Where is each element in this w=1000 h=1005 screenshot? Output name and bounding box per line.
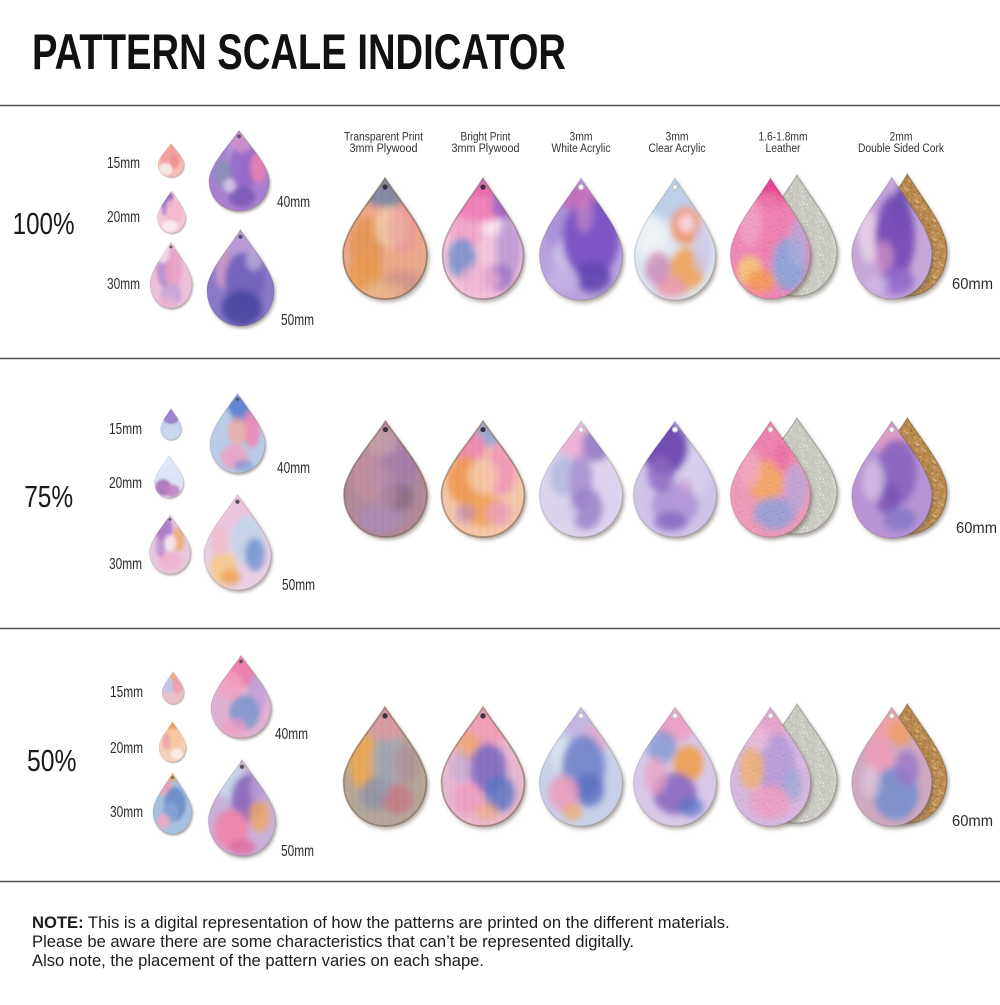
- svg-text:Bright Print: Bright Print: [461, 132, 512, 144]
- svg-text:50mm: 50mm: [282, 577, 315, 594]
- svg-text:30mm: 30mm: [107, 276, 140, 293]
- svg-text:Leather: Leather: [766, 143, 801, 155]
- svg-text:40mm: 40mm: [275, 726, 308, 743]
- svg-text:3mm: 3mm: [570, 132, 593, 144]
- svg-text:2mm: 2mm: [890, 132, 913, 144]
- svg-text:Double Sided Cork: Double Sided Cork: [858, 143, 944, 155]
- svg-text:50mm: 50mm: [281, 312, 314, 329]
- svg-text:20mm: 20mm: [109, 475, 142, 492]
- svg-text:NOTE: This is a digital repres: NOTE: This is a digital representation o…: [32, 913, 730, 932]
- svg-text:50%: 50%: [27, 743, 77, 778]
- svg-text:15mm: 15mm: [109, 421, 142, 438]
- svg-text:20mm: 20mm: [110, 740, 143, 757]
- svg-text:3mm Plywood: 3mm Plywood: [350, 143, 418, 155]
- svg-text:3mm Plywood: 3mm Plywood: [452, 143, 520, 155]
- svg-text:60mm: 60mm: [952, 276, 993, 293]
- svg-text:60mm: 60mm: [956, 520, 997, 537]
- svg-text:White Acrylic: White Acrylic: [552, 143, 611, 155]
- svg-text:Transparent Print: Transparent Print: [344, 132, 424, 144]
- svg-text:Clear Acrylic: Clear Acrylic: [649, 143, 706, 155]
- svg-text:50mm: 50mm: [281, 843, 314, 860]
- svg-text:3mm: 3mm: [666, 132, 689, 144]
- svg-text:30mm: 30mm: [110, 804, 143, 821]
- svg-text:Please be aware there are some: Please be aware there are some character…: [32, 932, 634, 951]
- svg-text:20mm: 20mm: [107, 209, 140, 226]
- svg-text:30mm: 30mm: [109, 556, 142, 573]
- svg-text:40mm: 40mm: [277, 460, 310, 477]
- svg-text:15mm: 15mm: [107, 155, 140, 172]
- svg-text:60mm: 60mm: [952, 813, 993, 830]
- svg-text:40mm: 40mm: [277, 194, 310, 211]
- svg-text:Also note, the placement of th: Also note, the placement of the pattern …: [32, 951, 484, 970]
- svg-text:100%: 100%: [13, 206, 75, 241]
- svg-text:1.6-1.8mm: 1.6-1.8mm: [759, 132, 808, 144]
- svg-text:15mm: 15mm: [110, 684, 143, 701]
- svg-text:75%: 75%: [24, 479, 73, 514]
- svg-text:PATTERN SCALE INDICATOR: PATTERN SCALE INDICATOR: [32, 24, 566, 80]
